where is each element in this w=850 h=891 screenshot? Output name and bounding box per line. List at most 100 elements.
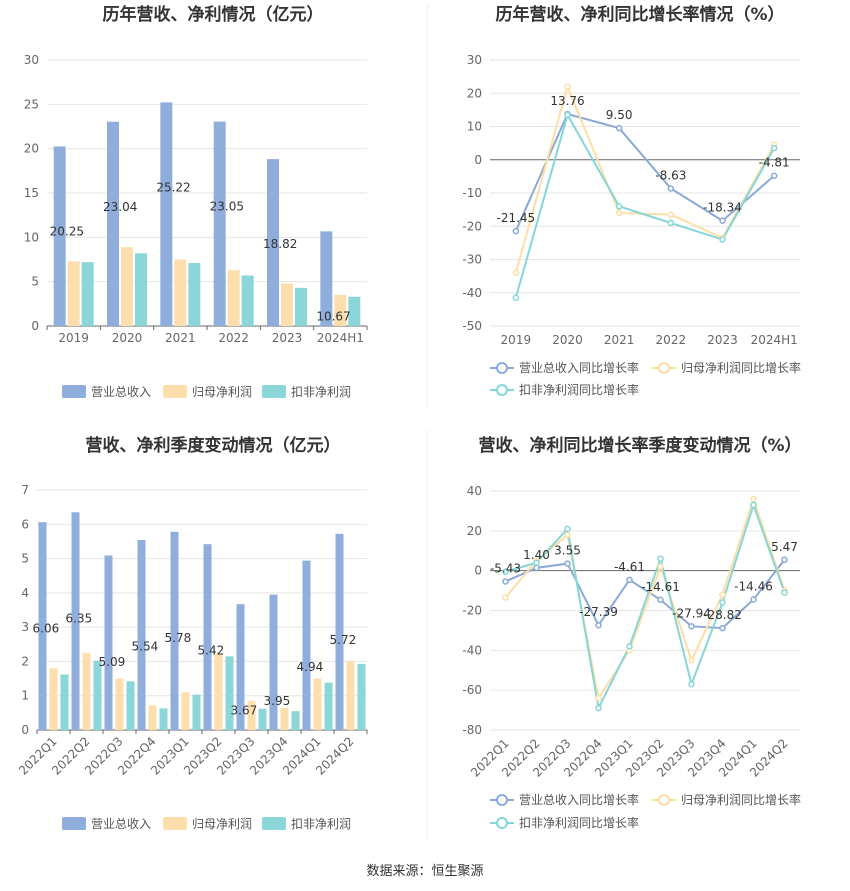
data-label-revenue: 25.22 xyxy=(156,181,190,195)
data-label-revenue-growth: 9.50 xyxy=(606,108,633,122)
data-label-revenue-growth: -27.39 xyxy=(579,605,618,619)
point-net-profit-growth xyxy=(688,657,695,664)
bar-deducted-profit xyxy=(93,660,102,730)
y-tick-label: 0 xyxy=(474,564,482,578)
data-label-revenue-growth: -21.45 xyxy=(496,211,535,225)
point-deducted-profit-growth xyxy=(615,203,623,210)
point-deducted-profit-growth xyxy=(667,219,675,227)
point-net-profit-growth xyxy=(615,209,623,217)
data-label-revenue-growth: -27.94 xyxy=(672,606,711,620)
point-deducted-profit-growth xyxy=(533,559,540,566)
y-tick-label: 5 xyxy=(21,552,29,566)
y-tick-label: 0 xyxy=(21,723,29,737)
x-tick-label: 2023 xyxy=(272,331,303,345)
line-revenue-growth xyxy=(505,559,786,630)
point-deducted-profit-growth xyxy=(770,144,778,152)
y-tick-label: 20 xyxy=(467,86,482,100)
point-deducted-profit-growth xyxy=(512,294,520,301)
bar-deducted-profit xyxy=(60,674,69,730)
y-tick-label: 40 xyxy=(467,484,482,498)
bar-revenue xyxy=(302,560,311,730)
line-revenue-growth xyxy=(514,112,775,232)
chart-title: 历年营收、净利情况（亿元） xyxy=(103,4,324,25)
data-source-note: 数据来源：恒生聚源 xyxy=(366,864,483,879)
bar-revenue xyxy=(38,522,47,730)
bar-deducted-profit xyxy=(159,708,168,730)
data-label-revenue: 6.06 xyxy=(33,622,60,636)
y-tick-label: -20 xyxy=(462,604,482,618)
point-revenue-growth xyxy=(512,227,520,235)
quarterly-growth-rate-chart: 营收、净利同比增长率季度变动情况（%）-80-60-40-20020402022… xyxy=(462,435,801,830)
bar-deducted-profit xyxy=(225,656,234,730)
y-tick-label: 0 xyxy=(474,153,482,167)
legend-swatch xyxy=(62,817,86,830)
y-tick-label: -30 xyxy=(462,253,482,267)
bar-net-profit xyxy=(214,653,223,730)
point-revenue-growth xyxy=(657,596,664,604)
point-revenue-growth xyxy=(688,623,695,630)
bar-revenue xyxy=(213,121,226,326)
data-label-revenue-growth: -14.46 xyxy=(734,579,773,593)
bar-deducted-profit xyxy=(357,663,366,730)
point-revenue-growth xyxy=(667,185,675,192)
legend-label: 归母净利润 xyxy=(192,817,252,831)
data-label-revenue-growth: 5.47 xyxy=(771,540,798,554)
data-label-revenue-growth: -8.63 xyxy=(655,168,686,182)
legend-swatch xyxy=(262,817,286,830)
legend-marker xyxy=(496,794,508,806)
data-label-revenue-growth: -5.43 xyxy=(490,561,521,575)
bar-net-profit xyxy=(121,247,133,326)
annual-revenue-profit-chart: 历年营收、净利情况（亿元） 0 5 10 15 20 25 30 2019 2020 2021 202… xyxy=(24,4,368,399)
bar-net-profit xyxy=(281,283,293,326)
point-deducted-profit-growth xyxy=(564,111,571,119)
legend-swatch xyxy=(262,385,286,398)
y-tick-label: 4 xyxy=(21,586,29,600)
y-tick-label: 10 xyxy=(24,230,39,244)
bar-revenue xyxy=(320,231,333,326)
legend-label: 扣非净利润 xyxy=(291,817,351,831)
legend-marker xyxy=(658,794,670,806)
point-net-profit-growth xyxy=(564,531,571,539)
legend-swatch xyxy=(163,385,187,398)
x-tick-label: 2020 xyxy=(552,333,583,347)
point-deducted-profit-growth xyxy=(688,680,695,688)
point-revenue-growth xyxy=(770,172,778,179)
bar-revenue xyxy=(160,102,173,327)
bar-deducted-profit xyxy=(81,262,94,326)
y-tick-label: 10 xyxy=(467,120,482,134)
bar-net-profit xyxy=(346,661,355,730)
x-tick-label: 2019 xyxy=(501,333,532,347)
bar-net-profit xyxy=(181,692,190,730)
data-label-revenue: 23.05 xyxy=(210,200,244,214)
data-label-revenue-growth: -28.82 xyxy=(703,608,742,622)
point-revenue-growth xyxy=(615,124,623,132)
bar-net-profit xyxy=(227,270,240,326)
y-tick-label: 15 xyxy=(24,186,39,200)
bar-net-profit xyxy=(247,700,256,730)
bar-revenue xyxy=(170,531,179,730)
data-label-revenue: 10.67 xyxy=(316,310,350,324)
data-label-revenue: 18.82 xyxy=(263,237,297,251)
x-tick-label: 2020 xyxy=(112,331,143,345)
quarterly-revenue-profit-chart: 营收、净利季度变动情况（亿元）012345672022Q12022Q22022Q… xyxy=(16,435,368,831)
legend-label: 归母净利润同比增长率 xyxy=(681,792,801,807)
point-deducted-profit-growth xyxy=(781,589,788,596)
x-tick-label: 2021 xyxy=(604,333,635,347)
point-net-profit-growth xyxy=(719,591,726,598)
y-tick-label: 3 xyxy=(21,620,29,634)
y-tick-label: -50 xyxy=(462,319,482,333)
legend-swatch xyxy=(163,817,187,830)
data-label-revenue: 5.78 xyxy=(165,631,192,645)
y-tick-label: -40 xyxy=(462,286,482,300)
point-deducted-profit-growth xyxy=(750,501,757,509)
legend-label: 营业总收入同比增长率 xyxy=(519,360,639,375)
y-tick-label: 5 xyxy=(31,275,39,289)
legend-label: 归母净利润 xyxy=(192,385,252,399)
point-revenue-growth xyxy=(719,217,726,224)
y-tick-label: -10 xyxy=(462,186,482,200)
y-tick-label: -80 xyxy=(462,723,482,737)
bar-deducted-profit xyxy=(348,296,361,326)
data-label-revenue: 6.35 xyxy=(66,612,93,626)
bar-revenue xyxy=(203,544,212,730)
